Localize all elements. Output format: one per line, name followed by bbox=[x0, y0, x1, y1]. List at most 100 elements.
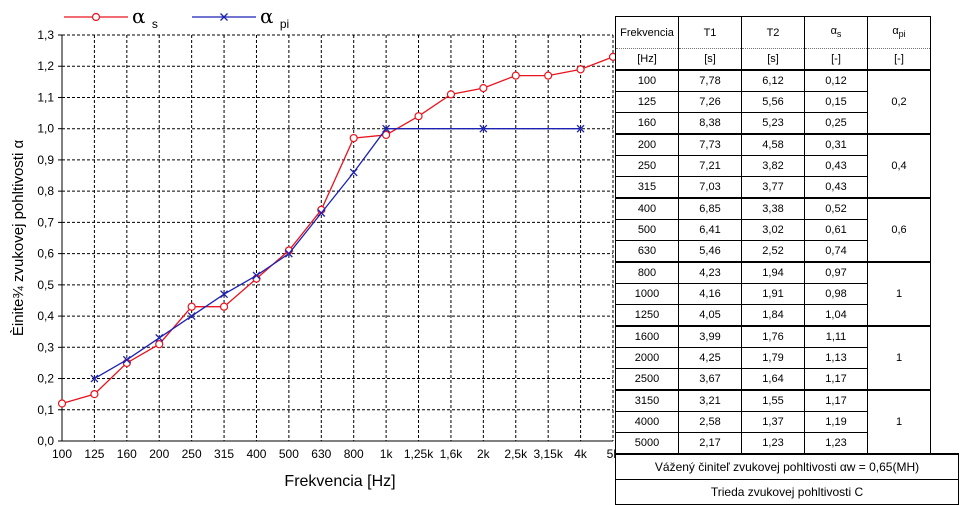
y-tick-label: 1,0 bbox=[37, 122, 54, 136]
table-alpha-pi-cell: 0,2 bbox=[867, 69, 931, 135]
y-tick-label: 0,6 bbox=[37, 247, 54, 261]
table-cell: 1,17 bbox=[804, 368, 868, 391]
table-cell: 3,82 bbox=[741, 155, 805, 177]
table-alpha-pi-cell: 0,6 bbox=[867, 197, 931, 263]
legend-alpha-s-label: α s bbox=[132, 4, 158, 31]
data-point bbox=[382, 124, 391, 133]
table-unit-cell: [-] bbox=[804, 48, 868, 71]
table-cell: 160 bbox=[615, 112, 679, 135]
y-tick-label: 1,1 bbox=[37, 90, 54, 104]
table-row: 160 8,38 5,23 0,25 bbox=[615, 112, 959, 135]
table-footer-row: Trieda zvukovej pohltivosti C bbox=[615, 479, 959, 505]
table-footer-row: Vážený činiteľ zvukovej pohltivosti αw =… bbox=[615, 453, 959, 480]
data-point bbox=[187, 312, 196, 321]
data-point bbox=[414, 112, 423, 121]
data-point bbox=[576, 124, 585, 133]
data-point bbox=[382, 130, 391, 140]
legend-alpha-pi-label: α pi bbox=[260, 4, 289, 31]
table-cell: 4,23 bbox=[678, 261, 742, 284]
table-row: 3150 3,21 1,55 1,17 1 bbox=[615, 389, 959, 455]
table-cell: 4000 bbox=[615, 411, 679, 433]
weighted-absorption: Vážený činiteľ zvukovej pohltivosti αw =… bbox=[615, 453, 959, 480]
table-cell: 1600 bbox=[615, 325, 679, 348]
table-cell: 250 bbox=[615, 155, 679, 177]
legend-alpha-pi-swatch bbox=[192, 13, 256, 21]
series-alpha-pi bbox=[90, 124, 585, 383]
table-row: 2500 3,67 1,64 1,17 bbox=[615, 368, 959, 391]
x-axis-label: Frekvencia [Hz] bbox=[284, 473, 395, 490]
data-point bbox=[317, 209, 326, 217]
y-tick-label: 0,2 bbox=[37, 372, 54, 386]
table-alpha-pi-cell: 1 bbox=[867, 325, 931, 391]
legend-alpha-pi-sub: pi bbox=[279, 17, 290, 31]
table-cell: 500 bbox=[615, 219, 679, 241]
table-cell: 7,03 bbox=[678, 176, 742, 199]
table-row: 5000 2,17 1,23 1,23 bbox=[615, 432, 959, 455]
table-cell: 3,21 bbox=[678, 389, 742, 412]
table-cell: 2500 bbox=[615, 368, 679, 391]
y-tick-label: 0,7 bbox=[37, 215, 54, 229]
table-units-row: [Hz] [s] [s] [-] [-] bbox=[615, 48, 959, 71]
x-tick-label: 125 bbox=[84, 447, 104, 461]
legend-alpha-s-sub: s bbox=[151, 17, 158, 31]
y-tick-label: 0,4 bbox=[37, 309, 54, 323]
data-point bbox=[90, 390, 99, 399]
chart-grid bbox=[61, 34, 614, 442]
table-cell: 2,17 bbox=[678, 432, 742, 455]
x-tick-label: 630 bbox=[311, 447, 331, 461]
x-tick-label: 400 bbox=[246, 447, 266, 461]
table-cell: 6,85 bbox=[678, 197, 742, 220]
x-tick-label: 100 bbox=[52, 447, 72, 461]
table-cell: 5,23 bbox=[741, 112, 805, 135]
table-cell: 1,17 bbox=[804, 389, 868, 412]
table-unit-cell: [s] bbox=[741, 48, 805, 71]
table-cell: 0,98 bbox=[804, 283, 868, 305]
table-row: 1600 3,99 1,76 1,11 1 bbox=[615, 325, 959, 391]
legend-alpha-s-symbol: α bbox=[132, 4, 146, 28]
data-point bbox=[252, 271, 261, 280]
data-point bbox=[187, 302, 196, 311]
data-point bbox=[90, 374, 99, 383]
table-cell: 2,52 bbox=[741, 240, 805, 263]
table-cell: 1,19 bbox=[804, 411, 868, 433]
table-cell: 0,25 bbox=[804, 112, 868, 135]
table-header-cell: αs bbox=[804, 16, 868, 49]
table-row: 125 7,26 5,56 0,15 bbox=[615, 91, 959, 113]
legend-alpha-pi: α pi bbox=[192, 2, 322, 31]
data-point bbox=[349, 168, 358, 177]
table-cell: 0,74 bbox=[804, 240, 868, 263]
table-cell: 125 bbox=[615, 91, 679, 113]
data-point bbox=[219, 302, 229, 311]
x-tick-label: 250 bbox=[182, 447, 202, 461]
x-tick-label: 1k bbox=[380, 447, 394, 461]
table-cell: 315 bbox=[615, 176, 679, 199]
table-cell: 800 bbox=[615, 261, 679, 284]
table-alpha-pi-cell: 0,4 bbox=[867, 133, 931, 199]
data-point bbox=[220, 290, 229, 299]
series-line bbox=[94, 128, 581, 380]
y-tick-label: 0,9 bbox=[37, 153, 54, 167]
series-layer bbox=[57, 52, 618, 408]
data-point bbox=[446, 90, 456, 99]
table-cell: 630 bbox=[615, 240, 679, 263]
x-tick-label: 315 bbox=[214, 447, 234, 461]
table-cell: 0,31 bbox=[804, 133, 868, 156]
table-cell: 1250 bbox=[615, 304, 679, 327]
table-cell: 1,55 bbox=[741, 389, 805, 412]
table-cell: 4,05 bbox=[678, 304, 742, 327]
x-tick-label: 1,25k bbox=[404, 447, 434, 461]
data-point bbox=[155, 333, 164, 342]
data-point bbox=[349, 133, 358, 143]
table-cell: 6,41 bbox=[678, 219, 742, 241]
series-line bbox=[61, 56, 614, 405]
table-cell: 0,61 bbox=[804, 219, 868, 241]
table-cell: 1,64 bbox=[741, 368, 805, 391]
table-row: 800 4,23 1,94 0,97 1 bbox=[615, 261, 959, 327]
table-cell: 0,97 bbox=[804, 261, 868, 284]
y-tick-label: 0,3 bbox=[37, 340, 54, 354]
x-tick-label: 2k bbox=[477, 447, 491, 461]
table-header-row: Frekvencia T1 T2 αs αpi bbox=[615, 16, 959, 49]
table-header-cell: T1 bbox=[678, 16, 742, 49]
table-cell: 3,99 bbox=[678, 325, 742, 348]
y-tick-label: 0,5 bbox=[37, 278, 54, 292]
